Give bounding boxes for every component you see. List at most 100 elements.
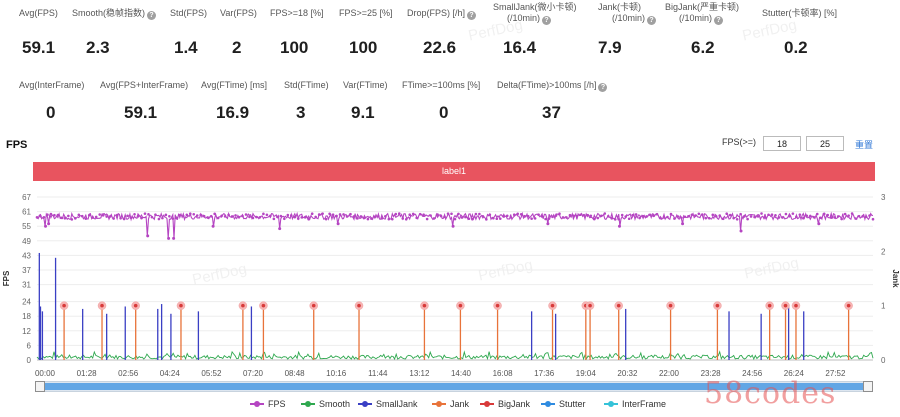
fps-point xyxy=(774,214,777,217)
bigjank-marker xyxy=(794,303,798,308)
timeline-scrollbar[interactable] xyxy=(35,381,873,392)
fps-point xyxy=(276,215,279,219)
help-icon[interactable]: ? xyxy=(147,11,157,20)
metric-card: Avg(FPS+InterFrame) 59.1 xyxy=(100,80,220,132)
fps-point xyxy=(366,217,370,221)
bigjank-marker xyxy=(495,303,500,308)
fps-point xyxy=(77,213,81,217)
scrollbar-range[interactable] xyxy=(45,383,863,390)
fps-point xyxy=(544,217,547,221)
fps-point xyxy=(850,212,854,215)
fps-point xyxy=(707,216,711,220)
fps-point xyxy=(265,213,269,217)
fps-point xyxy=(714,215,718,218)
fps-point xyxy=(558,212,561,216)
metric-label-text: Var(FTime) xyxy=(343,80,388,90)
label-bar[interactable]: label1 xyxy=(33,162,875,181)
metric-value: 59.1 xyxy=(124,103,158,122)
metric-card: Std(FPS) 1.4 xyxy=(170,8,290,60)
fps-point xyxy=(812,215,816,219)
fps-point xyxy=(815,212,819,216)
x-tick-label: 24:56 xyxy=(742,369,763,378)
y-left-tick-label: 12 xyxy=(22,327,31,336)
metric-card: Drop(FPS) [/h]? 22.6 xyxy=(407,8,527,60)
fps-point xyxy=(666,215,669,219)
metric-value: 0 xyxy=(46,103,56,122)
fps-point xyxy=(331,213,335,216)
metric-label-text: Drop(FPS) [/h] xyxy=(407,8,466,18)
bigjank-marker xyxy=(584,303,588,308)
help-icon[interactable]: ? xyxy=(714,16,724,25)
fps-point xyxy=(645,215,648,218)
fps-point xyxy=(868,214,871,217)
bigjank-marker-halo xyxy=(59,301,69,310)
metric-value: 0 xyxy=(439,103,449,122)
help-icon[interactable]: ? xyxy=(647,16,657,25)
legend-item-fps[interactable]: FPS xyxy=(250,399,286,409)
metric-card: FTime>=100ms [%] 0 xyxy=(402,80,522,132)
y-left-tick-label: 43 xyxy=(22,251,31,260)
fps-threshold-input-2[interactable] xyxy=(806,136,844,151)
legend-item-smooth[interactable]: Smooth xyxy=(301,399,350,409)
legend-item-smalljank[interactable]: SmallJank xyxy=(358,399,418,409)
fps-point xyxy=(533,217,537,220)
fps-point xyxy=(418,212,422,216)
legend-swatch xyxy=(604,400,618,407)
fps-point xyxy=(39,214,42,218)
fps-point xyxy=(704,216,708,220)
fps-point xyxy=(742,215,746,218)
fps-point xyxy=(453,217,457,221)
fps-point xyxy=(847,214,850,217)
fps-point xyxy=(220,214,223,218)
y-right-tick-label: 1 xyxy=(881,302,886,311)
fps-point xyxy=(35,216,39,219)
x-tick-label: 16:08 xyxy=(493,369,514,378)
help-icon[interactable]: ? xyxy=(467,11,477,20)
legend-label: BigJank xyxy=(498,399,531,409)
fps-point xyxy=(436,213,439,216)
legend-item-stutter[interactable]: Stutter xyxy=(541,399,586,409)
chart-legend: FPS Smooth SmallJank Jank BigJank Stutter Inte… xyxy=(0,399,900,411)
fps-point xyxy=(101,214,105,217)
fps-point xyxy=(617,218,621,221)
fps-point xyxy=(328,212,331,216)
metrics-row-1: Avg(FPS) 59.1 Smooth(稳帧指数)? 2.3 Std(FPS) 1.4 V… xyxy=(0,2,900,60)
metric-label-text: Std(FPS) xyxy=(170,8,208,18)
scrollbar-right-handle[interactable] xyxy=(863,381,873,392)
fps-point xyxy=(317,213,321,216)
legend-label: Jank xyxy=(450,399,470,409)
metric-value: 2.3 xyxy=(86,38,110,57)
fps-point xyxy=(589,214,593,218)
help-icon[interactable]: ? xyxy=(542,16,552,25)
x-tick-label: 13:12 xyxy=(409,369,430,378)
fps-point xyxy=(401,217,405,220)
watermark-text: PerfDog xyxy=(742,254,801,283)
fps-point xyxy=(683,215,687,219)
fps-point xyxy=(338,213,342,216)
bigjank-marker xyxy=(767,303,772,308)
legend-swatch xyxy=(358,400,372,407)
y-left-axis-label: FPS xyxy=(2,270,11,286)
fps-point xyxy=(565,216,568,219)
fps-point xyxy=(255,215,258,219)
fps-point xyxy=(526,214,530,218)
fps-threshold-input-1[interactable] xyxy=(763,136,801,151)
metric-label-text: SmallJank(微小卡顿) xyxy=(493,2,577,12)
help-icon[interactable]: ? xyxy=(598,83,608,92)
bigjank-marker xyxy=(179,303,183,308)
x-tick-label: 00:00 xyxy=(35,369,56,378)
legend-item-bigjank[interactable]: BigJank xyxy=(480,399,530,409)
metric-label-text: FTime>=100ms [%] xyxy=(402,80,481,90)
fps-point xyxy=(262,212,265,216)
fps-dip-point xyxy=(44,224,48,228)
fps-point xyxy=(725,212,728,216)
metric-value: 9.1 xyxy=(351,103,375,122)
legend-item-jank[interactable]: Jank xyxy=(432,399,469,409)
metric-label: Std(FPS) xyxy=(170,8,290,19)
reset-button[interactable]: 重置 xyxy=(855,140,874,150)
legend-item-interframe[interactable]: InterFrame xyxy=(604,399,666,409)
scrollbar-left-handle[interactable] xyxy=(35,381,45,392)
fps-dip-point xyxy=(47,222,51,226)
legend-label: FPS xyxy=(268,399,286,409)
fps-point xyxy=(195,214,199,217)
